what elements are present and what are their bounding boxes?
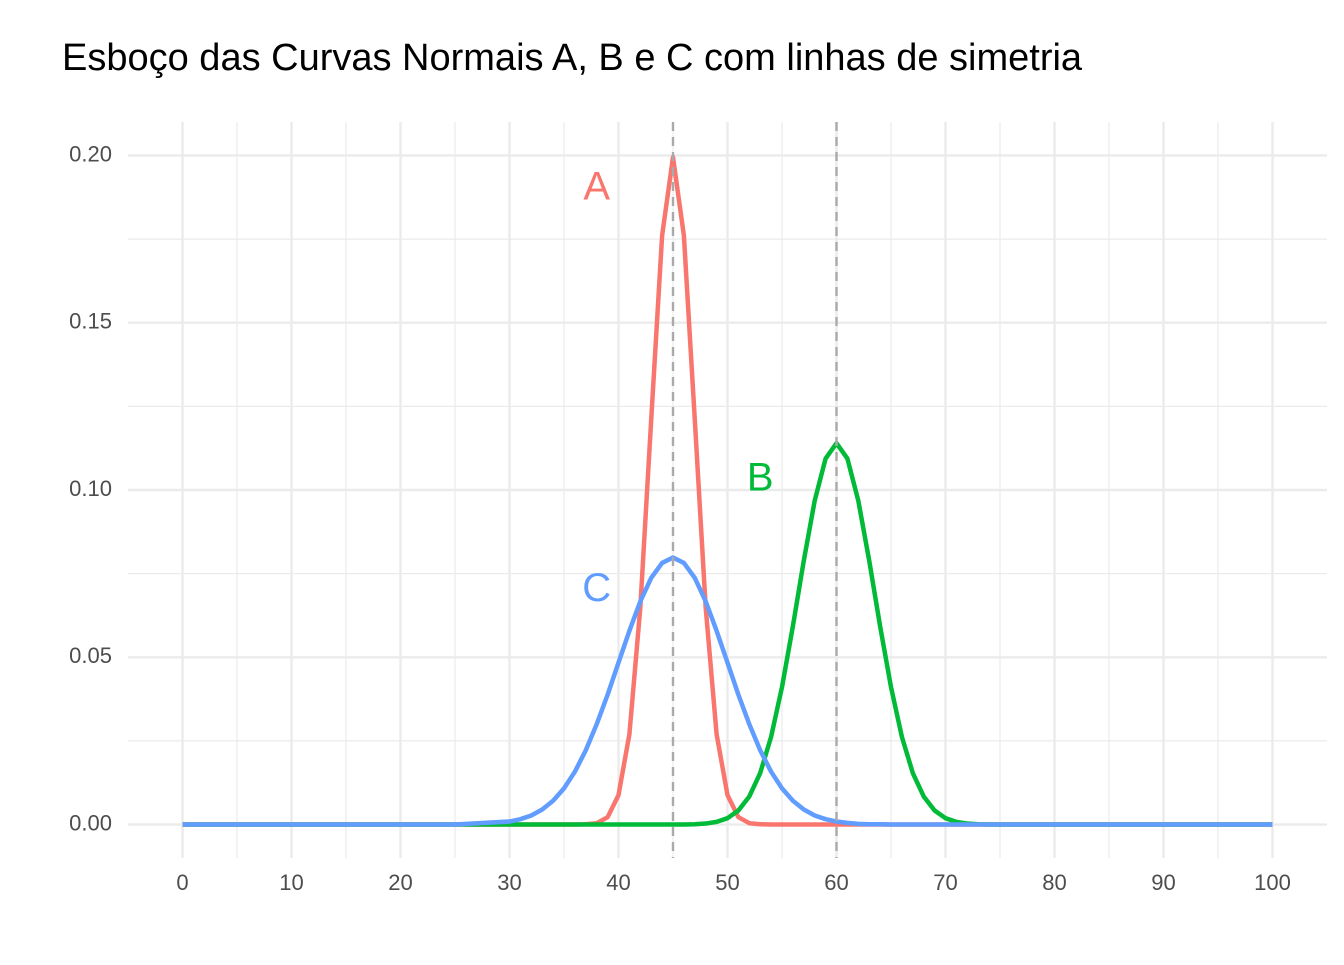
curve-label: B [747, 456, 774, 500]
y-tick-label: 0.15 [69, 309, 112, 334]
x-tick-label: 70 [933, 870, 957, 895]
curve-label: C [582, 566, 611, 610]
curve [182, 440, 1273, 827]
y-tick-label: 0.10 [69, 476, 112, 501]
x-tick-label: 80 [1042, 870, 1066, 895]
y-tick-label: 0.00 [69, 810, 112, 835]
y-tick-label: 0.20 [69, 141, 112, 166]
x-tick-label: 10 [279, 870, 303, 895]
curve-label: A [583, 164, 610, 208]
x-tick-label: 20 [388, 870, 412, 895]
x-tick-label: 100 [1254, 870, 1291, 895]
x-tick-label: 30 [497, 870, 521, 895]
y-tick-label: 0.05 [69, 643, 112, 668]
x-tick-label: 40 [606, 870, 630, 895]
x-tick-label: 50 [715, 870, 739, 895]
x-tick-label: 90 [1151, 870, 1175, 895]
x-tick-label: 60 [824, 870, 848, 895]
x-tick-label: 0 [176, 870, 188, 895]
chart-title: Esboço das Curvas Normais A, B e C com l… [62, 37, 1083, 79]
curve [182, 555, 1273, 827]
